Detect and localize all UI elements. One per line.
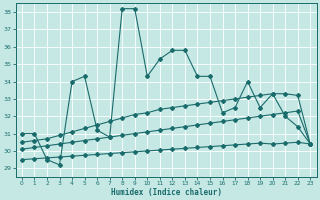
X-axis label: Humidex (Indice chaleur): Humidex (Indice chaleur) xyxy=(111,188,221,197)
